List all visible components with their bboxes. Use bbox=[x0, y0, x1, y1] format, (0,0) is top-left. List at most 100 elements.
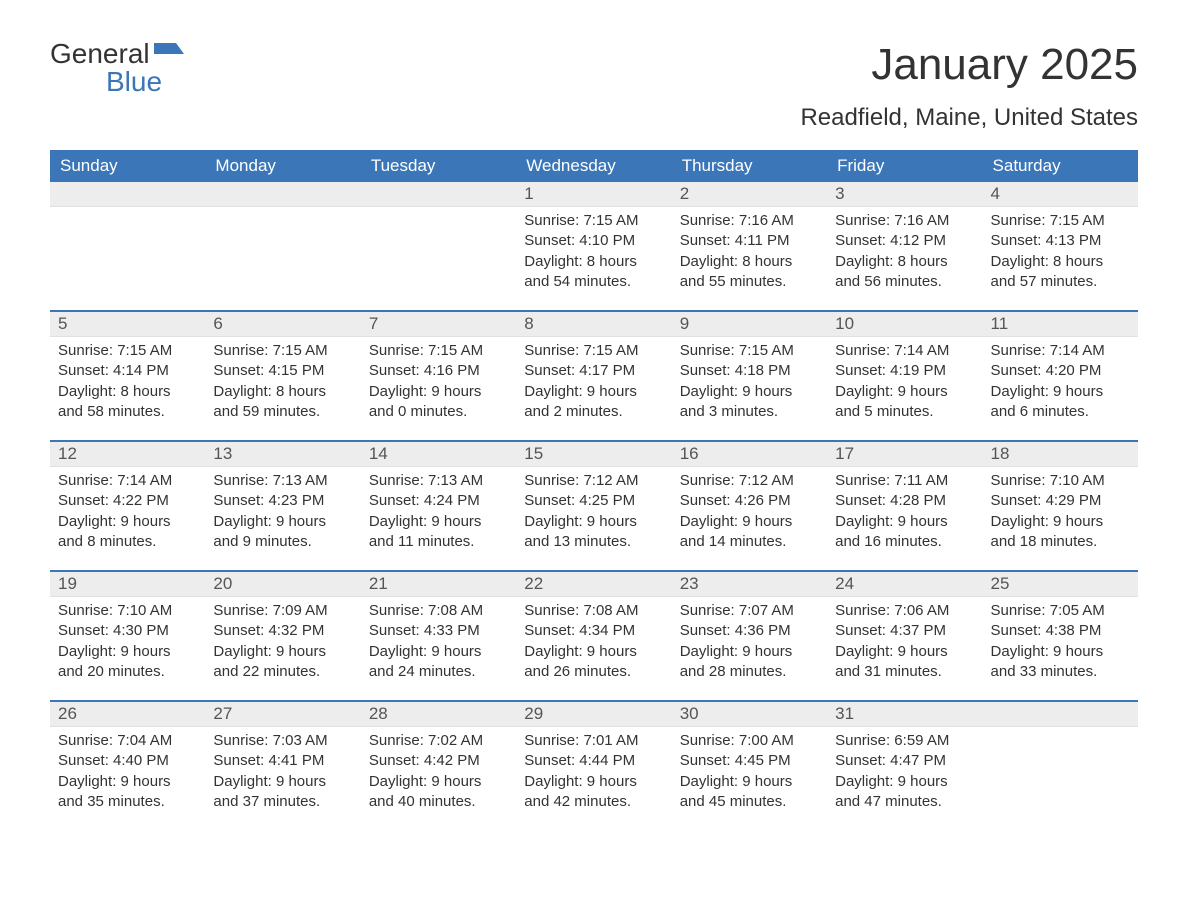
sunrise-text: Sunrise: 7:04 AM bbox=[58, 731, 197, 751]
sunrise-text: Sunrise: 7:14 AM bbox=[835, 341, 974, 361]
sunrise-text: Sunrise: 7:10 AM bbox=[991, 471, 1130, 491]
day-content: Sunrise: 7:15 AMSunset: 4:10 PMDaylight:… bbox=[516, 207, 671, 300]
day-cell: 8Sunrise: 7:15 AMSunset: 4:17 PMDaylight… bbox=[516, 312, 671, 440]
day-number: 29 bbox=[516, 702, 671, 727]
weekday-header: Wednesday bbox=[516, 150, 671, 182]
day-number: 23 bbox=[672, 572, 827, 597]
day-number: 4 bbox=[983, 182, 1138, 207]
day-number: 18 bbox=[983, 442, 1138, 467]
sunset-text: Sunset: 4:36 PM bbox=[680, 621, 819, 641]
sunset-text: Sunset: 4:26 PM bbox=[680, 491, 819, 511]
weeks-container: 1Sunrise: 7:15 AMSunset: 4:10 PMDaylight… bbox=[50, 182, 1138, 830]
sunset-text: Sunset: 4:47 PM bbox=[835, 751, 974, 771]
day-cell: 6Sunrise: 7:15 AMSunset: 4:15 PMDaylight… bbox=[205, 312, 360, 440]
daylight-text: Daylight: 9 hours and 0 minutes. bbox=[369, 382, 508, 423]
sunrise-text: Sunrise: 7:15 AM bbox=[524, 211, 663, 231]
day-content: Sunrise: 7:01 AMSunset: 4:44 PMDaylight:… bbox=[516, 727, 671, 820]
day-content: Sunrise: 7:15 AMSunset: 4:17 PMDaylight:… bbox=[516, 337, 671, 430]
daylight-text: Daylight: 9 hours and 20 minutes. bbox=[58, 642, 197, 683]
weekday-header: Tuesday bbox=[361, 150, 516, 182]
sunrise-text: Sunrise: 7:08 AM bbox=[524, 601, 663, 621]
day-content: Sunrise: 7:12 AMSunset: 4:25 PMDaylight:… bbox=[516, 467, 671, 560]
day-content: Sunrise: 7:05 AMSunset: 4:38 PMDaylight:… bbox=[983, 597, 1138, 690]
day-number bbox=[50, 182, 205, 207]
day-content: Sunrise: 7:15 AMSunset: 4:14 PMDaylight:… bbox=[50, 337, 205, 430]
week-row: 26Sunrise: 7:04 AMSunset: 4:40 PMDayligh… bbox=[50, 700, 1138, 830]
day-number: 8 bbox=[516, 312, 671, 337]
day-cell: 7Sunrise: 7:15 AMSunset: 4:16 PMDaylight… bbox=[361, 312, 516, 440]
day-content: Sunrise: 7:09 AMSunset: 4:32 PMDaylight:… bbox=[205, 597, 360, 690]
sunset-text: Sunset: 4:33 PM bbox=[369, 621, 508, 641]
day-number: 25 bbox=[983, 572, 1138, 597]
sunset-text: Sunset: 4:19 PM bbox=[835, 361, 974, 381]
day-number: 9 bbox=[672, 312, 827, 337]
sunrise-text: Sunrise: 7:12 AM bbox=[680, 471, 819, 491]
day-number: 16 bbox=[672, 442, 827, 467]
day-content bbox=[205, 207, 360, 219]
daylight-text: Daylight: 8 hours and 56 minutes. bbox=[835, 252, 974, 293]
daylight-text: Daylight: 9 hours and 22 minutes. bbox=[213, 642, 352, 683]
day-cell: 17Sunrise: 7:11 AMSunset: 4:28 PMDayligh… bbox=[827, 442, 982, 570]
day-content: Sunrise: 7:08 AMSunset: 4:34 PMDaylight:… bbox=[516, 597, 671, 690]
sunrise-text: Sunrise: 7:01 AM bbox=[524, 731, 663, 751]
sunset-text: Sunset: 4:29 PM bbox=[991, 491, 1130, 511]
logo: General Blue bbox=[50, 40, 184, 96]
daylight-text: Daylight: 9 hours and 28 minutes. bbox=[680, 642, 819, 683]
day-number: 19 bbox=[50, 572, 205, 597]
sunrise-text: Sunrise: 7:09 AM bbox=[213, 601, 352, 621]
day-content: Sunrise: 7:10 AMSunset: 4:29 PMDaylight:… bbox=[983, 467, 1138, 560]
day-number: 31 bbox=[827, 702, 982, 727]
logo-word1: General bbox=[50, 40, 150, 68]
week-row: 19Sunrise: 7:10 AMSunset: 4:30 PMDayligh… bbox=[50, 570, 1138, 700]
day-cell: 26Sunrise: 7:04 AMSunset: 4:40 PMDayligh… bbox=[50, 702, 205, 830]
sunset-text: Sunset: 4:30 PM bbox=[58, 621, 197, 641]
day-cell: 14Sunrise: 7:13 AMSunset: 4:24 PMDayligh… bbox=[361, 442, 516, 570]
daylight-text: Daylight: 8 hours and 54 minutes. bbox=[524, 252, 663, 293]
day-content: Sunrise: 7:15 AMSunset: 4:15 PMDaylight:… bbox=[205, 337, 360, 430]
week-row: 5Sunrise: 7:15 AMSunset: 4:14 PMDaylight… bbox=[50, 310, 1138, 440]
daylight-text: Daylight: 9 hours and 40 minutes. bbox=[369, 772, 508, 813]
day-content: Sunrise: 7:03 AMSunset: 4:41 PMDaylight:… bbox=[205, 727, 360, 820]
location-label: Readfield, Maine, United States bbox=[50, 104, 1138, 132]
day-number: 21 bbox=[361, 572, 516, 597]
day-cell bbox=[983, 702, 1138, 830]
day-content: Sunrise: 7:14 AMSunset: 4:20 PMDaylight:… bbox=[983, 337, 1138, 430]
daylight-text: Daylight: 9 hours and 33 minutes. bbox=[991, 642, 1130, 683]
weekday-header: Thursday bbox=[672, 150, 827, 182]
day-cell: 31Sunrise: 6:59 AMSunset: 4:47 PMDayligh… bbox=[827, 702, 982, 830]
sunset-text: Sunset: 4:13 PM bbox=[991, 231, 1130, 251]
day-cell: 19Sunrise: 7:10 AMSunset: 4:30 PMDayligh… bbox=[50, 572, 205, 700]
day-cell: 5Sunrise: 7:15 AMSunset: 4:14 PMDaylight… bbox=[50, 312, 205, 440]
sunset-text: Sunset: 4:20 PM bbox=[991, 361, 1130, 381]
day-cell bbox=[50, 182, 205, 310]
day-cell: 1Sunrise: 7:15 AMSunset: 4:10 PMDaylight… bbox=[516, 182, 671, 310]
daylight-text: Daylight: 9 hours and 42 minutes. bbox=[524, 772, 663, 813]
day-number: 17 bbox=[827, 442, 982, 467]
day-cell: 29Sunrise: 7:01 AMSunset: 4:44 PMDayligh… bbox=[516, 702, 671, 830]
day-content: Sunrise: 7:13 AMSunset: 4:23 PMDaylight:… bbox=[205, 467, 360, 560]
daylight-text: Daylight: 9 hours and 2 minutes. bbox=[524, 382, 663, 423]
sunrise-text: Sunrise: 7:07 AM bbox=[680, 601, 819, 621]
week-row: 12Sunrise: 7:14 AMSunset: 4:22 PMDayligh… bbox=[50, 440, 1138, 570]
sunrise-text: Sunrise: 7:02 AM bbox=[369, 731, 508, 751]
sunset-text: Sunset: 4:45 PM bbox=[680, 751, 819, 771]
daylight-text: Daylight: 9 hours and 9 minutes. bbox=[213, 512, 352, 553]
sunrise-text: Sunrise: 7:15 AM bbox=[58, 341, 197, 361]
sunset-text: Sunset: 4:23 PM bbox=[213, 491, 352, 511]
day-content: Sunrise: 7:06 AMSunset: 4:37 PMDaylight:… bbox=[827, 597, 982, 690]
weekday-header-row: SundayMondayTuesdayWednesdayThursdayFrid… bbox=[50, 150, 1138, 182]
day-cell bbox=[361, 182, 516, 310]
day-number: 12 bbox=[50, 442, 205, 467]
daylight-text: Daylight: 9 hours and 14 minutes. bbox=[680, 512, 819, 553]
sunset-text: Sunset: 4:17 PM bbox=[524, 361, 663, 381]
day-cell: 27Sunrise: 7:03 AMSunset: 4:41 PMDayligh… bbox=[205, 702, 360, 830]
calendar: SundayMondayTuesdayWednesdayThursdayFrid… bbox=[50, 150, 1138, 830]
logo-flag-icon bbox=[154, 43, 184, 65]
day-cell: 16Sunrise: 7:12 AMSunset: 4:26 PMDayligh… bbox=[672, 442, 827, 570]
day-cell bbox=[205, 182, 360, 310]
day-number: 2 bbox=[672, 182, 827, 207]
daylight-text: Daylight: 9 hours and 24 minutes. bbox=[369, 642, 508, 683]
day-content: Sunrise: 7:12 AMSunset: 4:26 PMDaylight:… bbox=[672, 467, 827, 560]
day-content: Sunrise: 7:04 AMSunset: 4:40 PMDaylight:… bbox=[50, 727, 205, 820]
daylight-text: Daylight: 9 hours and 47 minutes. bbox=[835, 772, 974, 813]
